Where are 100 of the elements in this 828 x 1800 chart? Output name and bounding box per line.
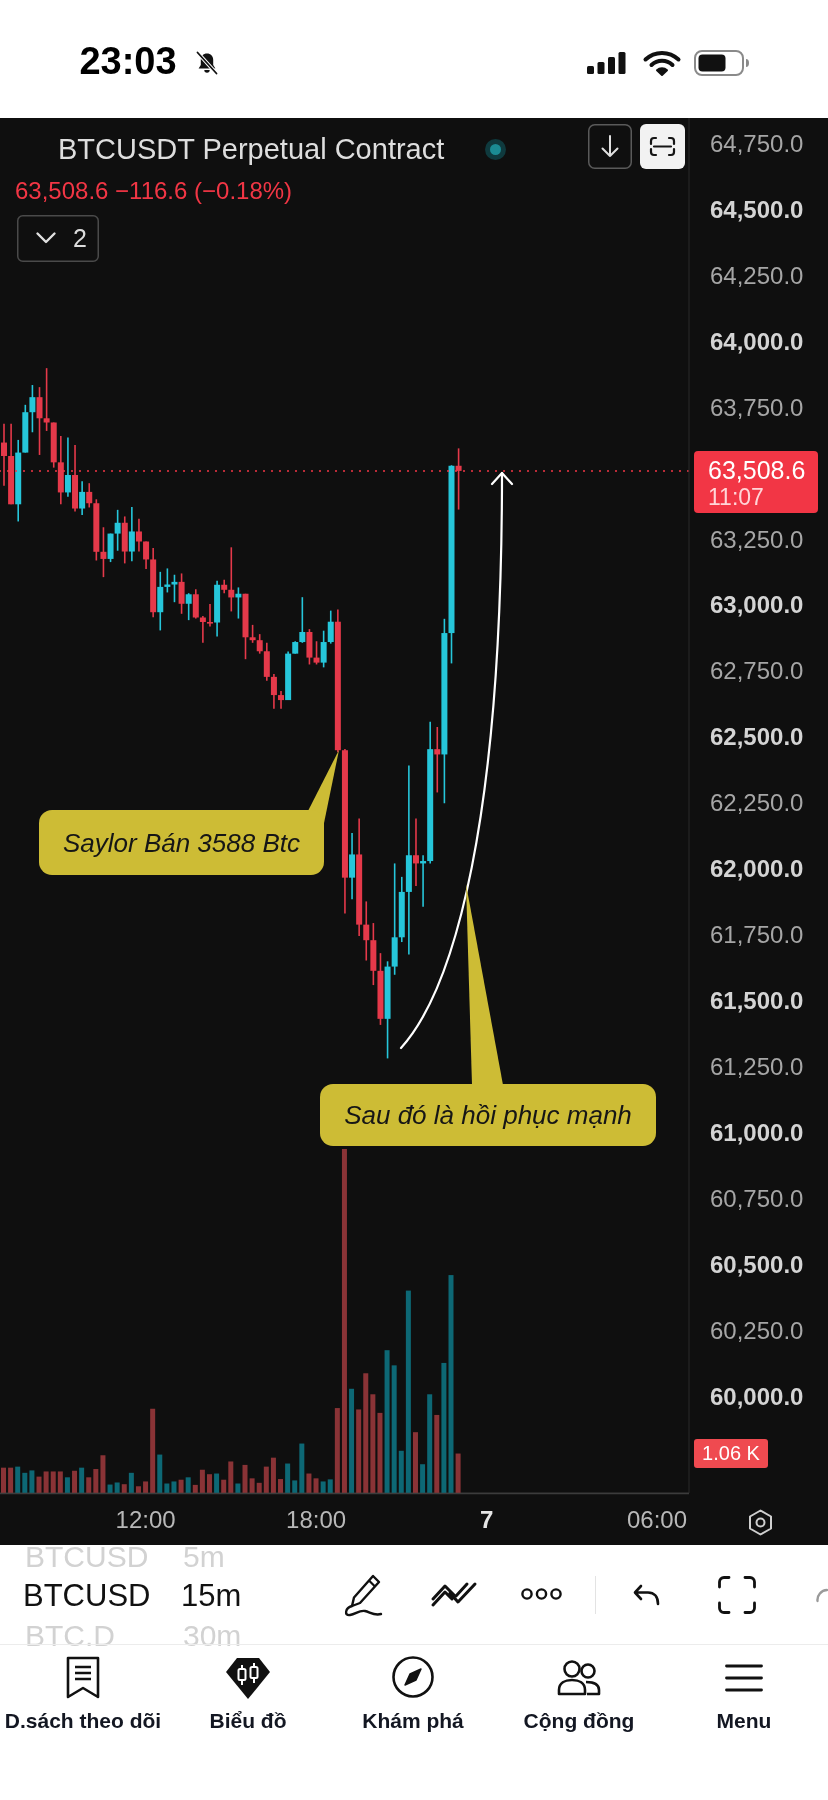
candlestick <box>1 423 7 487</box>
y-tick-label: 62,500.0 <box>710 723 804 751</box>
bar <box>86 1476 92 1493</box>
bar <box>8 1467 14 1493</box>
x-tick-label: 06:00 <box>627 1506 688 1534</box>
text: 23:03 <box>79 39 177 85</box>
bar <box>242 1464 248 1493</box>
candlestick <box>278 690 285 710</box>
y-tick-label: 64,000.0 <box>710 327 804 355</box>
bar <box>398 1450 404 1493</box>
bar <box>185 1476 191 1493</box>
bar <box>221 1479 227 1493</box>
bar <box>57 1470 63 1493</box>
bar <box>299 1443 305 1493</box>
candlestick <box>114 509 121 552</box>
y-tick-label: 61,000.0 <box>710 1119 804 1147</box>
bar <box>36 1476 42 1493</box>
candlestick <box>100 526 107 578</box>
bar <box>135 1485 141 1493</box>
bar <box>306 1473 312 1493</box>
text: Khám phá <box>362 1708 464 1734</box>
bar <box>206 1473 212 1493</box>
y-tick-label: 63,000.0 <box>710 591 804 619</box>
bar <box>192 1484 198 1493</box>
y-tick-label: 62,250.0 <box>710 789 804 817</box>
bar <box>228 1460 234 1493</box>
bar <box>79 1467 85 1493</box>
y-tick-label: 63,250.0 <box>710 525 804 553</box>
candlestick <box>412 817 419 887</box>
bar <box>377 1412 383 1493</box>
y-tick-label: 60,500.0 <box>710 1251 804 1279</box>
bar <box>270 1457 276 1493</box>
text: 15m <box>181 1577 242 1615</box>
bar <box>128 1472 134 1493</box>
candlestick <box>79 480 86 516</box>
text: Cộng đồng <box>523 1708 635 1734</box>
bar <box>15 1466 21 1493</box>
bar <box>199 1469 205 1493</box>
candlestick <box>256 633 263 655</box>
bar <box>64 1476 70 1493</box>
bar <box>434 1414 440 1493</box>
candlestick <box>86 482 93 509</box>
bar <box>164 1483 170 1493</box>
text: BTCUSD <box>23 1577 151 1615</box>
y-tick-label: 60,250.0 <box>710 1317 804 1345</box>
candlestick <box>128 506 135 563</box>
candlestick <box>192 588 199 620</box>
y-tick-label: 64,250.0 <box>710 261 804 289</box>
bar <box>412 1431 418 1493</box>
candlestick <box>36 386 43 456</box>
text: Biểu đồ <box>209 1708 287 1734</box>
annotation: Saylor Bán 3588 Btc <box>62 827 301 858</box>
candlestick <box>206 603 213 628</box>
candlestick <box>199 615 206 644</box>
bar <box>278 1478 284 1493</box>
bar <box>178 1479 184 1493</box>
candlestick <box>363 900 370 962</box>
bar <box>292 1479 298 1493</box>
bar <box>356 1408 362 1493</box>
bar <box>93 1468 99 1493</box>
bar <box>256 1482 262 1493</box>
candlestick <box>178 572 185 615</box>
y-tick-label: 60,750.0 <box>710 1185 804 1213</box>
x-tick-label: 7 <box>479 1506 494 1534</box>
candlestick <box>455 447 462 511</box>
bar <box>214 1473 220 1493</box>
candlestick <box>320 629 327 669</box>
text: 11:07 <box>708 484 764 512</box>
bar <box>320 1480 326 1493</box>
bar <box>22 1472 28 1493</box>
bar <box>285 1463 291 1493</box>
bar <box>420 1463 426 1493</box>
bar <box>313 1477 319 1493</box>
annotation: Sau đó là hồi phục mạnh <box>344 1100 632 1131</box>
candlestick <box>29 384 36 434</box>
bar <box>441 1362 447 1493</box>
bar <box>50 1470 56 1493</box>
candlestick <box>313 640 320 666</box>
bar <box>43 1470 49 1493</box>
bar <box>427 1393 433 1493</box>
text: 1.06 K <box>694 1438 768 1468</box>
candlestick <box>228 546 235 613</box>
y-tick-label: 64,750.0 <box>710 129 804 157</box>
candlestick <box>43 367 50 432</box>
text: 63,508.6 −116.6 (−0.18%) <box>15 176 293 206</box>
x-tick-label: 12:00 <box>115 1506 176 1534</box>
y-tick-label: 64,500.0 <box>710 195 804 223</box>
bar <box>327 1478 333 1493</box>
candlestick <box>349 832 356 901</box>
annotation: 2 <box>73 223 87 253</box>
bar <box>384 1349 390 1493</box>
bar <box>171 1480 177 1493</box>
bar <box>72 1470 78 1493</box>
candlestick <box>327 609 334 645</box>
y-tick-label: 62,750.0 <box>710 657 804 685</box>
bar <box>370 1393 376 1493</box>
bar <box>1 1467 6 1493</box>
bar <box>334 1407 340 1493</box>
bar <box>341 1148 347 1493</box>
text: BTCUSDT Perpetual Contract <box>58 132 445 167</box>
